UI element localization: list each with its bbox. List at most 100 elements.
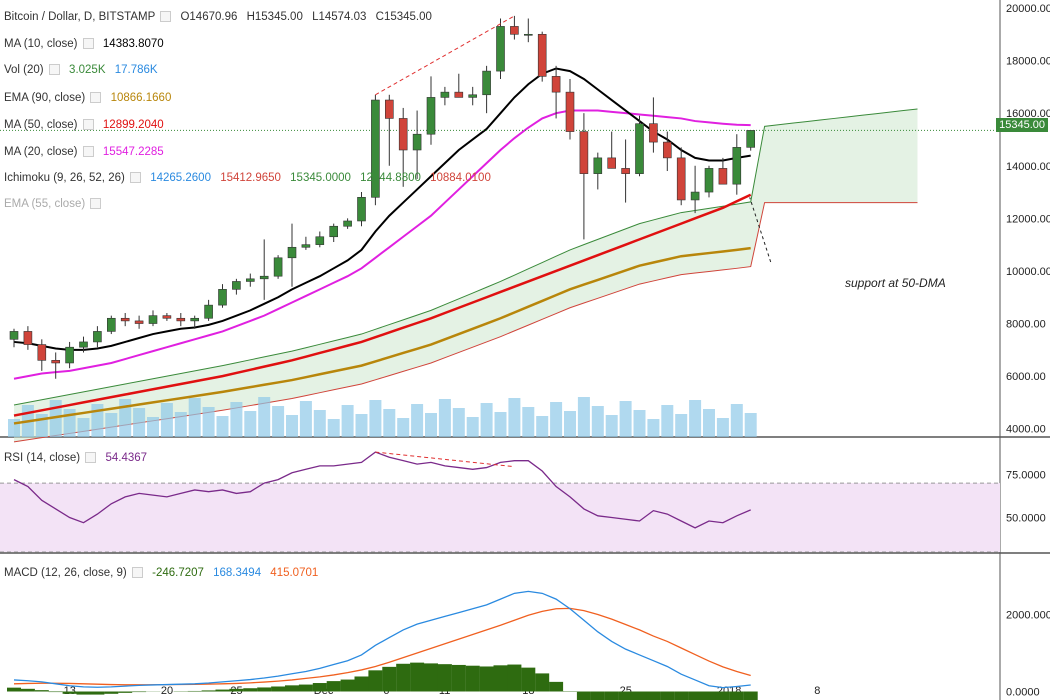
legend-vol[interactable]: Vol (20) 3.025K 17.786K: [4, 64, 158, 76]
candle-body: [412, 133, 422, 151]
settings-icon[interactable]: [90, 92, 102, 104]
candle-body: [635, 123, 644, 174]
legend-ma10[interactable]: MA (10, close) 14383.8070: [4, 38, 164, 50]
macd-histogram-bar: [7, 687, 21, 692]
legend-ma50[interactable]: MA (50, close) 12899.2040: [4, 119, 164, 131]
ohlc-open: O14670.96: [180, 11, 238, 23]
candle-body: [662, 141, 672, 159]
volume-bar: [508, 398, 521, 437]
volume-bar: [744, 413, 757, 437]
macd-line: [13, 590, 751, 689]
rsi-label: RSI (14, close): [4, 452, 81, 464]
ma20-value: 15547.2285: [102, 146, 164, 158]
candle-body: [510, 26, 519, 35]
volume-bar: [147, 417, 159, 437]
candle-body: [343, 220, 352, 227]
ichimoku-value-2: 15412.9650: [220, 172, 281, 184]
candle-body: [190, 317, 199, 322]
candle-body: [384, 99, 394, 119]
ma50-value: 12899.2040: [102, 119, 164, 131]
candle-body: [134, 320, 144, 324]
volume-bar: [119, 399, 132, 437]
last-price-tag: 15345.00: [996, 118, 1048, 132]
candle-body: [468, 94, 478, 98]
price-trendline: [375, 15, 515, 96]
vol-label: Vol (20): [4, 64, 44, 76]
macd-histogram-bar: [312, 683, 327, 692]
settings-icon[interactable]: [48, 64, 60, 76]
price-tick-label: 14000.00: [1006, 161, 1050, 173]
legend-ma20[interactable]: MA (20, close) 15547.2285: [4, 146, 164, 158]
candle-body: [607, 157, 617, 169]
candle-body: [93, 331, 102, 343]
price-tick-label: 4000.00: [1006, 424, 1046, 436]
ema55-label: EMA (55, close): [4, 198, 86, 210]
candle-body: [329, 225, 339, 238]
candle-body: [440, 91, 450, 98]
candle-body: [79, 341, 88, 348]
ohlc-close: C15345.00: [375, 11, 432, 23]
candle-body: [120, 317, 130, 322]
settings-icon[interactable]: [130, 172, 142, 184]
legend-ichimoku[interactable]: Ichimoku (9, 26, 52, 26) 14265.2600 1541…: [4, 172, 491, 184]
volume-bar: [383, 409, 396, 437]
legend-ema55[interactable]: EMA (55, close): [4, 198, 102, 210]
ema90-value: 10866.1660: [110, 92, 172, 104]
volume-bar: [202, 407, 215, 437]
settings-icon[interactable]: [131, 567, 143, 579]
legend-ema90[interactable]: EMA (90, close) 10866.1660: [4, 92, 171, 104]
macd-histogram-bar: [702, 691, 716, 700]
price-tick-label: 18000.00: [1006, 56, 1050, 68]
volume-bar: [425, 413, 437, 437]
ema90-label: EMA (90, close): [4, 92, 86, 104]
legend-macd[interactable]: MACD (12, 26, close, 9) -246.7207 168.34…: [4, 567, 318, 579]
volume-bar: [397, 418, 410, 437]
settings-icon[interactable]: [85, 452, 97, 464]
settings-icon[interactable]: [82, 146, 94, 158]
rsi-line: [13, 451, 751, 529]
candle-body: [357, 197, 366, 222]
volume-bar: [703, 409, 715, 437]
ema90-line: [13, 246, 751, 425]
macd-histogram-bar: [632, 691, 647, 700]
volume-bar: [480, 403, 493, 437]
macd-value-2: 168.3494: [213, 567, 262, 579]
macd-histogram-bar: [34, 690, 49, 692]
candle-body: [65, 346, 74, 364]
macd-histogram-bar: [674, 691, 689, 700]
macd-value-1: -246.7207: [152, 567, 204, 579]
volume-bar: [689, 400, 702, 437]
ma20-label: MA (20, close): [4, 146, 78, 158]
candle-body: [704, 168, 714, 193]
macd-histogram-bar: [715, 691, 730, 700]
volume-bar: [675, 414, 688, 437]
eye-icon[interactable]: [160, 11, 172, 23]
volume-bar: [286, 415, 298, 437]
candle-body: [579, 131, 589, 174]
candle-body: [593, 157, 603, 174]
volume-bar: [77, 418, 90, 437]
candle-body: [676, 157, 686, 201]
macd-histogram-bar: [354, 676, 369, 692]
macd-histogram-bar: [743, 691, 758, 700]
macd-histogram-bar: [479, 666, 494, 692]
macd-histogram-bar: [243, 688, 258, 692]
volume-bar: [160, 403, 173, 437]
candle-body: [718, 168, 728, 185]
volume-bar: [633, 410, 646, 437]
volume-bar: [355, 414, 368, 437]
macd-histogram-bar: [48, 691, 63, 693]
candle-body: [23, 331, 33, 345]
candle-body: [482, 70, 491, 96]
volume-bar: [550, 402, 563, 437]
legend-rsi[interactable]: RSI (14, close) 54.4367: [4, 452, 147, 464]
volume-bar: [230, 402, 243, 437]
settings-icon[interactable]: [82, 38, 94, 50]
volume-bar: [591, 406, 604, 437]
settings-icon[interactable]: [82, 119, 94, 131]
candle-body: [9, 331, 19, 340]
settings-icon[interactable]: [90, 198, 102, 210]
macd-histogram-bar: [215, 689, 230, 692]
macd-histogram-bar: [20, 688, 35, 692]
